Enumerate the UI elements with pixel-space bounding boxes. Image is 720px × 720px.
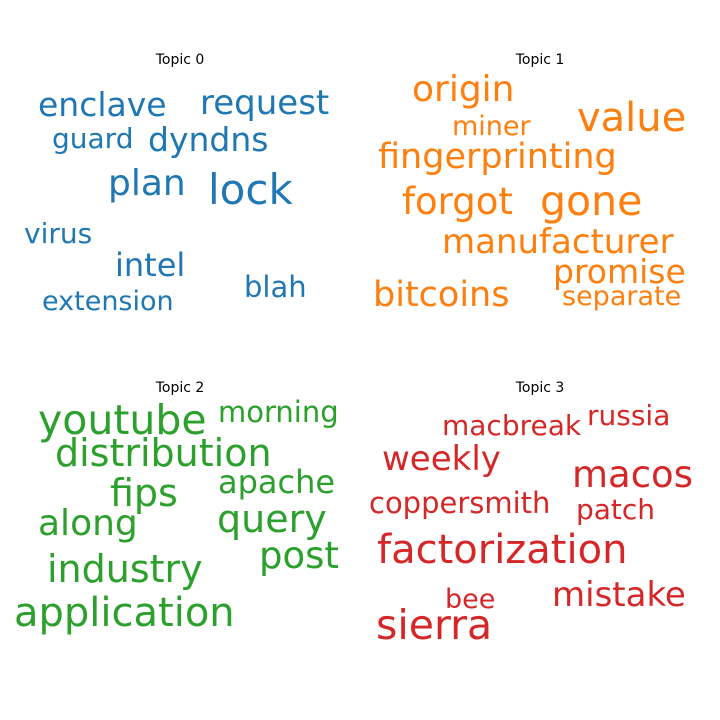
topic-3-word-weekly: weekly [382, 439, 501, 479]
topic-2-word-industry: industry [47, 547, 203, 591]
topic-0-word-request: request [200, 83, 330, 123]
topic-1-word-forgot: forgot [402, 180, 513, 223]
topic-2-word-application: application [14, 590, 235, 636]
topic-3-panel: Topic 3 macbreak russia weekly macos cop… [360, 360, 720, 720]
topic-1-word-bitcoins: bitcoins [373, 275, 510, 315]
topic-0-panel: Topic 0 enclave request guard dyndns pla… [0, 0, 360, 360]
topic-3-word-factorization: factorization [377, 527, 628, 573]
topic-0-word-dyndns: dyndns [148, 120, 269, 159]
topic-1-word-manufacturer: manufacturer [442, 222, 674, 262]
topic-3-word-sierra: sierra [376, 601, 493, 649]
topic-2-panel: Topic 2 youtube morning distribution apa… [0, 360, 360, 720]
topic-3-word-mistake: mistake [552, 575, 686, 615]
topic-0-word-intel: intel [115, 246, 186, 284]
topic-1-title: Topic 1 [515, 52, 565, 68]
topic-0-word-virus: virus [24, 217, 93, 250]
topic-1-word-separate: separate [562, 281, 682, 312]
topic-2-word-distribution: distribution [55, 431, 272, 475]
topic-1-word-origin: origin [412, 69, 515, 110]
topic-0-title: Topic 0 [155, 52, 205, 68]
topic-1-word-promise: promise [553, 252, 686, 291]
topic-1-word-miner: miner [452, 111, 531, 142]
topic-2-word-apache: apache [218, 463, 336, 501]
topic-1-word-value: value [577, 95, 687, 141]
topic-3-word-macos: macos [572, 453, 693, 496]
topic-3-word-russia: russia [587, 399, 671, 432]
topic-1-word-gone: gone [540, 177, 643, 225]
topic-2-word-query: query [217, 497, 327, 541]
topic-2-word-post: post [259, 534, 339, 577]
topic-0-word-guard: guard [52, 122, 134, 155]
topic-2-word-youtube: youtube [38, 396, 207, 444]
topic-2-word-along: along [38, 503, 138, 544]
topic-1-panel: Topic 1 origin value miner fingerprintin… [360, 0, 720, 360]
topic-3-word-coppersmith: coppersmith [369, 486, 551, 520]
topic-3-title: Topic 3 [515, 380, 565, 396]
topic-3-word-patch: patch [576, 493, 656, 526]
topic-0-word-lock: lock [208, 165, 293, 214]
topic-0-word-blah: blah [244, 270, 307, 304]
topic-2-word-fips: fips [110, 471, 178, 515]
topic-3-word-macbreak: macbreak [442, 409, 582, 442]
topic-2-title: Topic 2 [155, 380, 205, 396]
topic-0-word-extension: extension [42, 286, 174, 317]
topic-0-word-enclave: enclave [38, 85, 167, 124]
topic-1-word-fingerprinting: fingerprinting [378, 137, 617, 177]
topic-3-word-bee: bee [445, 584, 496, 615]
topic-0-word-plan: plan [108, 163, 186, 204]
topic-2-word-morning: morning [218, 395, 339, 429]
